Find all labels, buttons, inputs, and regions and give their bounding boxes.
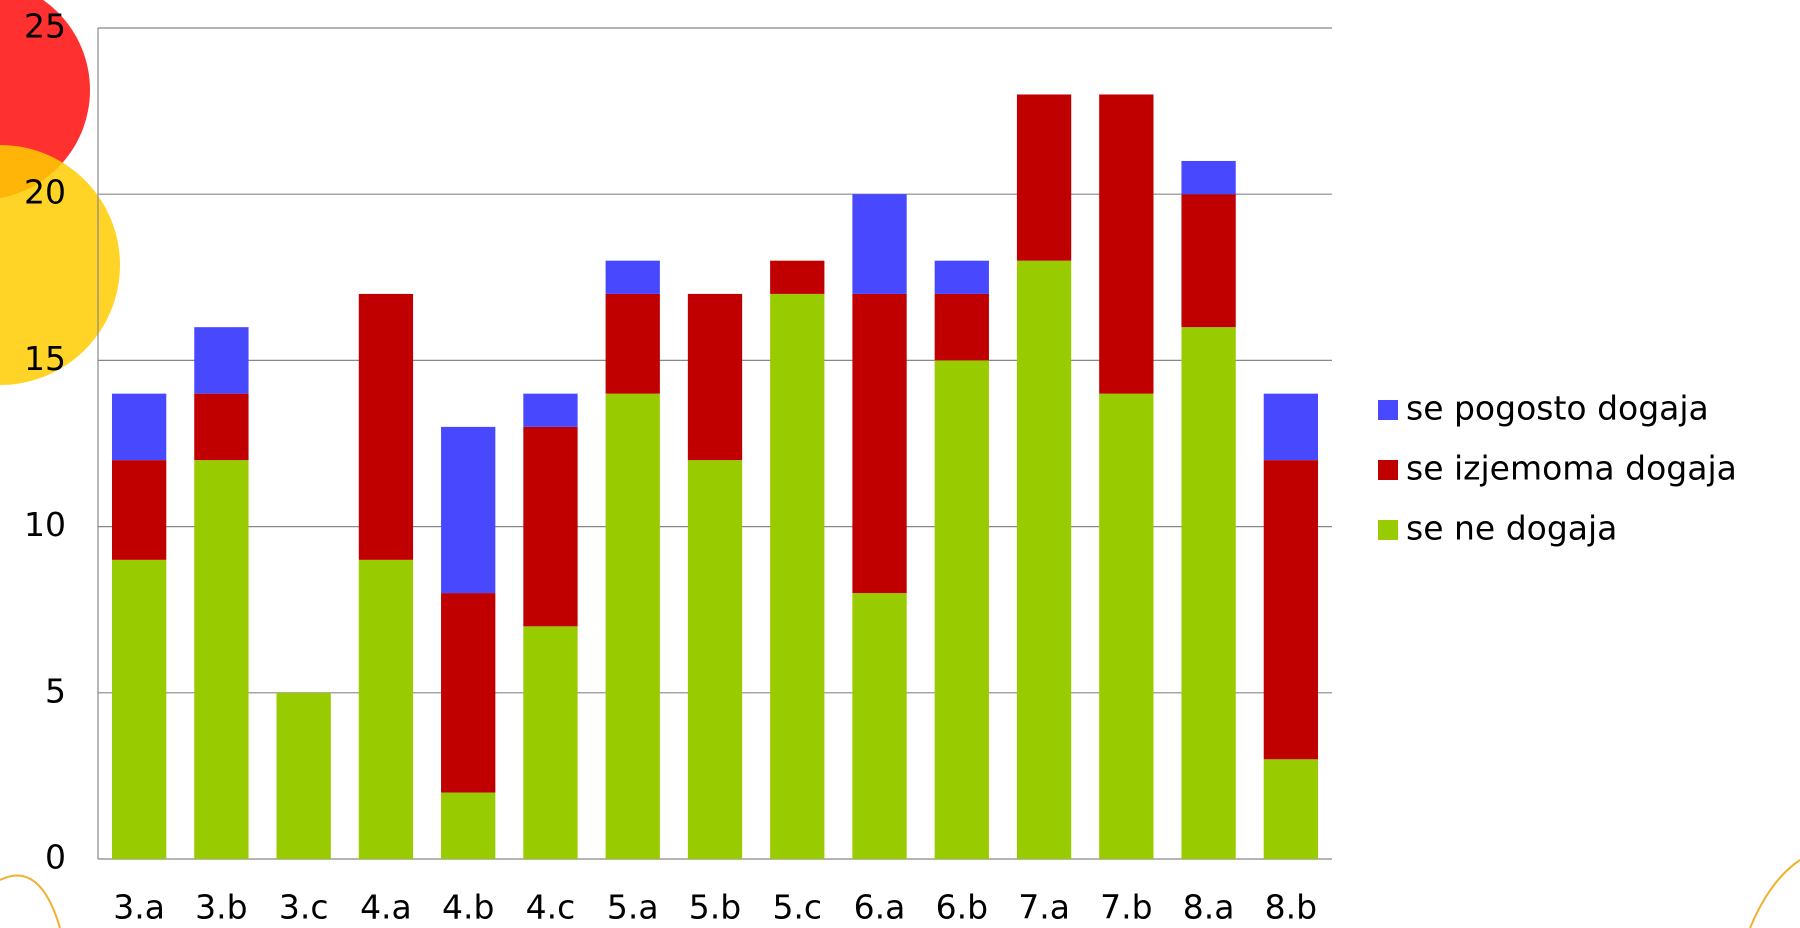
bar-segment <box>606 261 660 294</box>
bar-segment <box>112 394 166 460</box>
x-tick-label: 5.a <box>607 888 659 927</box>
x-tick-label: 6.b <box>936 888 988 927</box>
y-tick-label: 20 <box>24 173 66 212</box>
bar-segment <box>194 394 248 460</box>
x-tick-label: 5.c <box>772 888 822 927</box>
bar-segment <box>277 693 331 859</box>
x-tick-label: 4.b <box>442 888 494 927</box>
bar-segment <box>1181 161 1235 194</box>
bar-segment <box>606 394 660 859</box>
x-tick-label: 6.a <box>854 888 906 927</box>
bar-segment <box>770 261 824 294</box>
x-tick-label: 3.c <box>279 888 329 927</box>
legend-swatch <box>1378 520 1398 540</box>
bar-segment <box>1264 759 1318 859</box>
bar-segment <box>1181 194 1235 327</box>
bar-segment <box>1264 460 1318 759</box>
bar-segment <box>1264 394 1318 460</box>
bar-segment <box>112 560 166 859</box>
x-tick-label: 7.b <box>1100 888 1152 927</box>
bar-segment <box>688 460 742 859</box>
bar-segment <box>194 327 248 393</box>
legend-label: se ne dogaja <box>1406 509 1617 548</box>
bar-segment <box>441 427 495 593</box>
x-tick-label: 4.c <box>526 888 576 927</box>
bar-segment <box>935 294 989 360</box>
bar-segment <box>523 626 577 859</box>
bar-segment <box>935 261 989 294</box>
bar-segment <box>852 593 906 859</box>
y-tick-label: 15 <box>24 339 66 378</box>
legend-label: se pogosto dogaja <box>1406 389 1709 428</box>
bar-segment <box>194 460 248 859</box>
legend-label: se izjemoma dogaja <box>1406 449 1737 488</box>
bar-segment <box>441 793 495 859</box>
x-tick-label: 4.a <box>360 888 412 927</box>
bar-segment <box>852 194 906 294</box>
legend-swatch <box>1378 400 1398 420</box>
x-tick-label: 5.b <box>689 888 741 927</box>
bar-segment <box>1181 327 1235 859</box>
bar-segment <box>441 593 495 792</box>
y-tick-label: 5 <box>45 671 66 710</box>
y-tick-label: 0 <box>45 838 66 877</box>
chart: 0 5 10 15 20 25 3.a 3.b 3.c 4.a 4.b 4.c 5.a 5.b 5.c 6.a… <box>0 0 1800 928</box>
bar-segment <box>359 560 413 859</box>
bar-segment <box>935 360 989 859</box>
bar-segment <box>359 294 413 560</box>
bar-segment <box>523 427 577 626</box>
decor-arc <box>1750 860 1800 928</box>
bar-segment <box>523 394 577 427</box>
y-tick-label: 10 <box>24 505 66 544</box>
bar-segment <box>1099 94 1153 393</box>
bar-segment <box>1099 394 1153 859</box>
decor-arc <box>0 875 60 928</box>
bar-segment <box>852 294 906 593</box>
bar-segment <box>606 294 660 394</box>
x-tick-label: 3.a <box>113 888 165 927</box>
bar-segment <box>688 294 742 460</box>
bar-segment <box>1017 261 1071 859</box>
y-tick-label: 25 <box>24 7 66 46</box>
x-tick-label: 7.a <box>1018 888 1070 927</box>
bar-segment <box>1017 94 1071 260</box>
x-tick-label: 3.b <box>195 888 247 927</box>
x-tick-label: 8.b <box>1265 888 1317 927</box>
x-tick-label: 8.a <box>1183 888 1235 927</box>
bar-segment <box>112 460 166 560</box>
bar-segment <box>770 294 824 859</box>
legend-swatch <box>1378 460 1398 480</box>
